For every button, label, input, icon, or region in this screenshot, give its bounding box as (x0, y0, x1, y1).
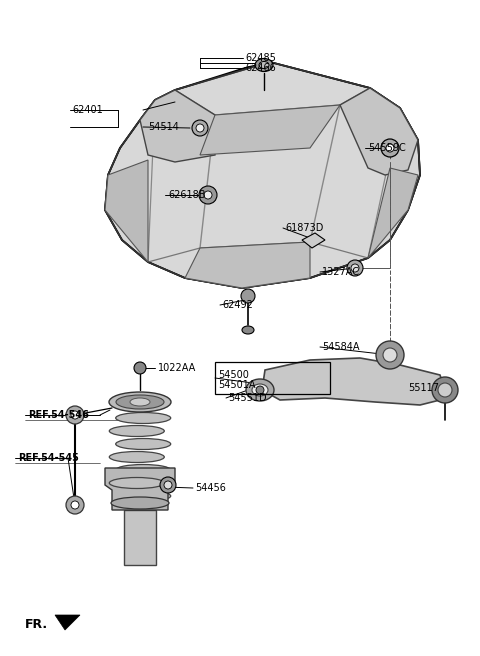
Text: 54456: 54456 (195, 483, 226, 493)
Circle shape (241, 289, 255, 303)
Polygon shape (105, 62, 420, 288)
Polygon shape (200, 105, 340, 155)
Circle shape (376, 341, 404, 369)
Text: 62492: 62492 (222, 300, 253, 310)
Ellipse shape (111, 497, 169, 509)
Circle shape (386, 144, 394, 152)
Bar (215, 362, 330, 394)
Ellipse shape (109, 392, 171, 412)
Ellipse shape (109, 451, 164, 462)
Text: 54514: 54514 (148, 122, 179, 132)
Text: 55117: 55117 (408, 383, 439, 393)
Text: 1327AC: 1327AC (322, 267, 360, 277)
Circle shape (71, 501, 79, 509)
Ellipse shape (116, 395, 164, 409)
Text: 62401: 62401 (72, 105, 103, 115)
Text: 54559C: 54559C (368, 143, 406, 153)
Text: REF.54-546: REF.54-546 (28, 410, 89, 420)
Circle shape (383, 348, 397, 362)
Polygon shape (105, 160, 148, 262)
Ellipse shape (130, 398, 150, 406)
Circle shape (196, 124, 204, 132)
Circle shape (381, 139, 399, 157)
Text: REF.54-545: REF.54-545 (18, 453, 79, 463)
Text: 61873D: 61873D (285, 223, 324, 233)
Ellipse shape (116, 438, 171, 449)
Polygon shape (185, 242, 310, 288)
Circle shape (66, 496, 84, 514)
Text: 54501A: 54501A (218, 380, 255, 390)
Ellipse shape (116, 491, 171, 501)
Ellipse shape (246, 379, 274, 401)
Ellipse shape (116, 464, 171, 476)
Circle shape (164, 481, 172, 489)
Text: FR.: FR. (25, 619, 48, 632)
Circle shape (432, 377, 458, 403)
Ellipse shape (116, 413, 171, 424)
Ellipse shape (109, 426, 164, 436)
Polygon shape (340, 88, 418, 175)
Circle shape (438, 383, 452, 397)
Polygon shape (262, 358, 445, 405)
Polygon shape (140, 90, 215, 162)
Circle shape (66, 406, 84, 424)
Text: 54551D: 54551D (228, 393, 266, 403)
Polygon shape (55, 615, 80, 630)
Ellipse shape (109, 478, 164, 489)
Polygon shape (302, 233, 325, 248)
Circle shape (160, 477, 176, 493)
Circle shape (192, 120, 208, 136)
Circle shape (256, 386, 264, 394)
Polygon shape (105, 468, 175, 510)
Bar (124, 510, 156, 565)
Circle shape (351, 264, 359, 272)
Ellipse shape (255, 58, 273, 72)
Circle shape (347, 260, 363, 276)
Text: 54584A: 54584A (322, 342, 360, 352)
Text: 62466: 62466 (245, 63, 276, 73)
Ellipse shape (242, 326, 254, 334)
Circle shape (71, 411, 79, 419)
Text: 62618B: 62618B (168, 190, 205, 200)
Ellipse shape (259, 62, 269, 68)
Text: 1022AA: 1022AA (158, 363, 196, 373)
Text: 62485: 62485 (245, 53, 276, 63)
Circle shape (134, 362, 146, 374)
Circle shape (199, 186, 217, 204)
Ellipse shape (252, 384, 268, 396)
Circle shape (204, 191, 212, 199)
Polygon shape (368, 168, 418, 258)
Text: 54500: 54500 (218, 370, 249, 380)
